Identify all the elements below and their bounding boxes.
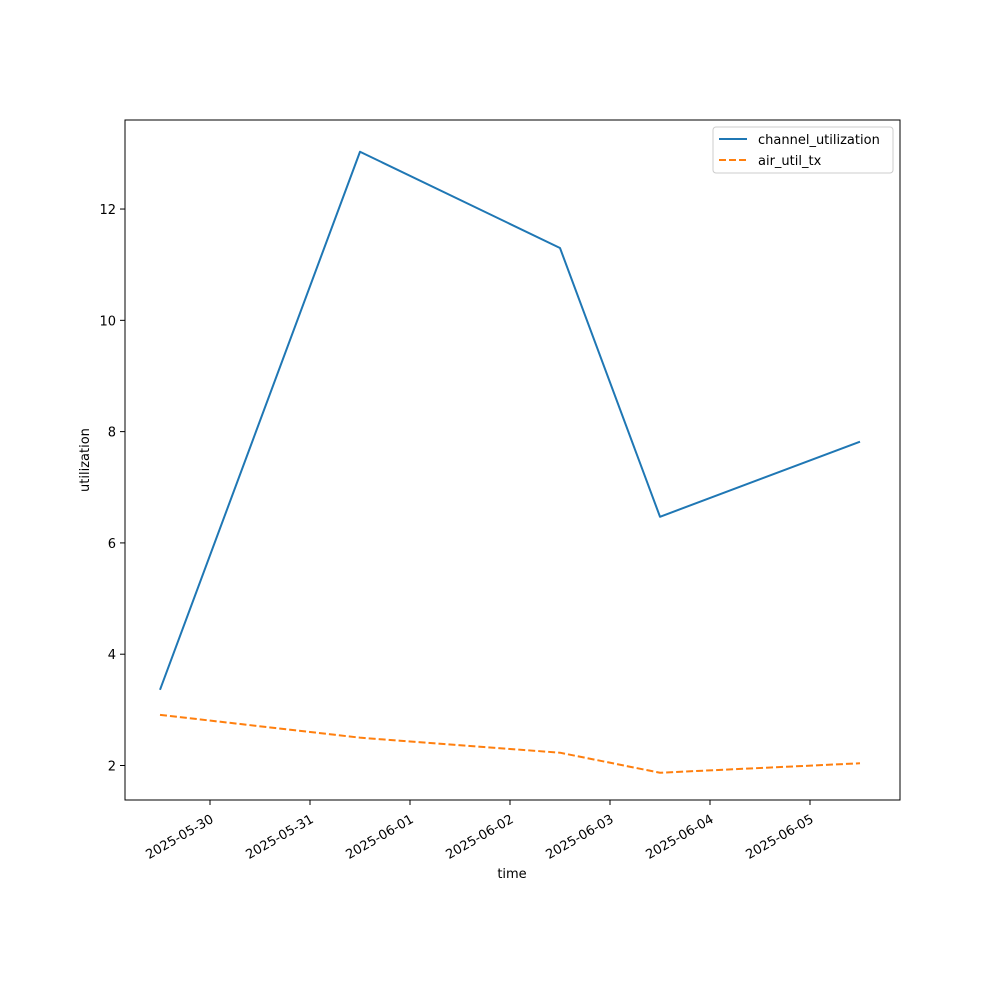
series-layer — [159, 150, 861, 774]
y-tick-label: 8 — [108, 426, 116, 441]
y-axis: 2 4 6 8 10 12 — [99, 203, 125, 774]
y-axis-title: utilization — [78, 428, 93, 492]
x-tick-label: 2025-06-03 — [543, 812, 616, 863]
y-tick-label: 4 — [108, 648, 116, 663]
x-tick-label: 2025-06-01 — [343, 812, 416, 863]
plot-frame — [124, 119, 901, 801]
y-tick-label: 12 — [99, 203, 116, 218]
x-axis: 2025-05-30 2025-05-31 2025-06-01 2025-06-02… — [143, 800, 816, 863]
y-tick-label: 2 — [108, 759, 116, 774]
plot-background — [125, 120, 900, 800]
x-tick-label: 2025-05-31 — [243, 812, 316, 863]
legend: channel_utilization air_util_tx — [712, 126, 894, 174]
x-tick-label: 2025-06-04 — [643, 812, 716, 863]
legend-label: air_util_tx — [758, 154, 822, 169]
y-tick-label: 10 — [99, 314, 116, 329]
legend-label: channel_utilization — [758, 133, 880, 148]
legend-box — [712, 126, 894, 174]
x-tick-label: 2025-06-02 — [443, 812, 516, 863]
x-tick-label: 2025-06-05 — [743, 812, 816, 863]
x-tick-label: 2025-05-30 — [143, 812, 216, 863]
y-tick-label: 6 — [108, 537, 116, 552]
x-axis-title: time — [497, 867, 526, 882]
